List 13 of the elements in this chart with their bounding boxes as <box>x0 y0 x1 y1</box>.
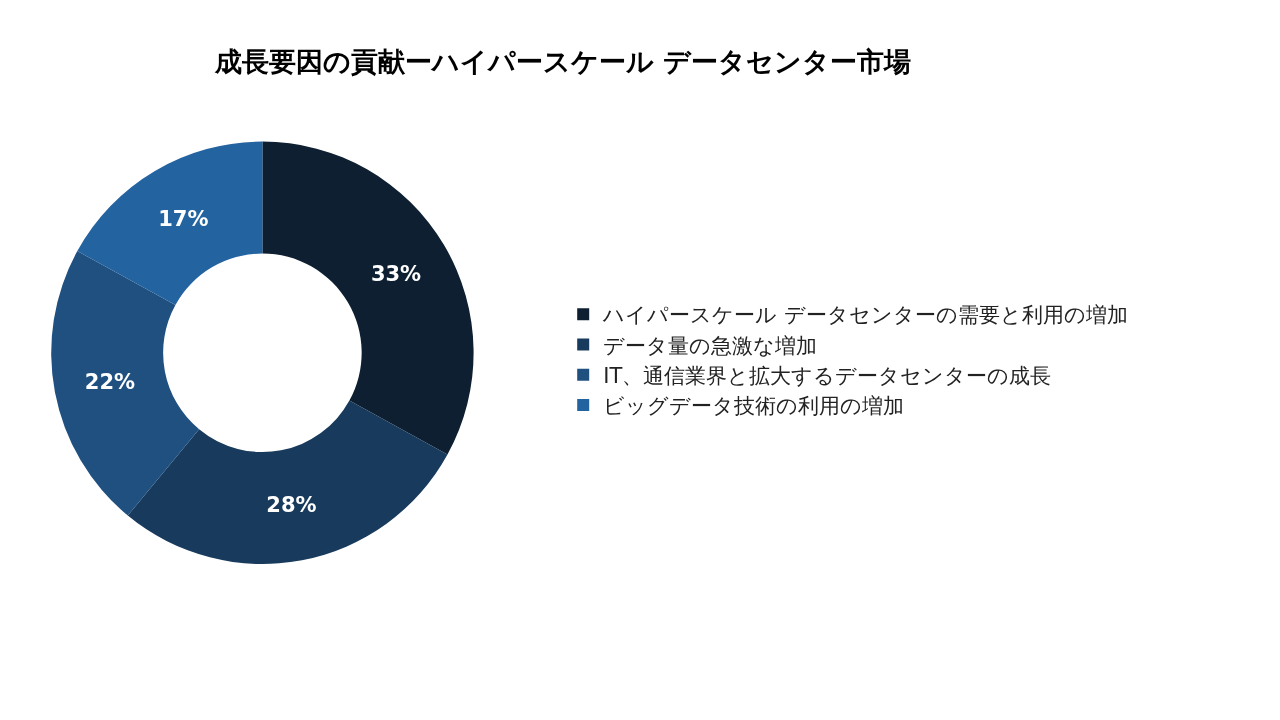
data-label: 33% <box>370 261 422 286</box>
data-label: 28% <box>266 493 317 518</box>
donut-slice <box>262 141 474 455</box>
chart-title: 成長要因の貢献ーハイパースケール データセンター市場 <box>214 45 912 77</box>
donut-slice <box>127 400 448 564</box>
legend-label: IT、通信業界と拡大するデータセンターの成長 <box>603 363 1052 388</box>
data-label: 17% <box>158 207 209 232</box>
data-label: 22% <box>84 369 136 394</box>
donut-slice <box>77 141 263 305</box>
donut-slice <box>51 251 200 516</box>
legend-label: データ量の急激な増加 <box>603 333 818 358</box>
legend-label: ハイパースケール データセンターの需要と利用の増加 <box>602 303 1128 328</box>
legend-label: ビッグデータ技術の利用の増加 <box>603 394 905 419</box>
